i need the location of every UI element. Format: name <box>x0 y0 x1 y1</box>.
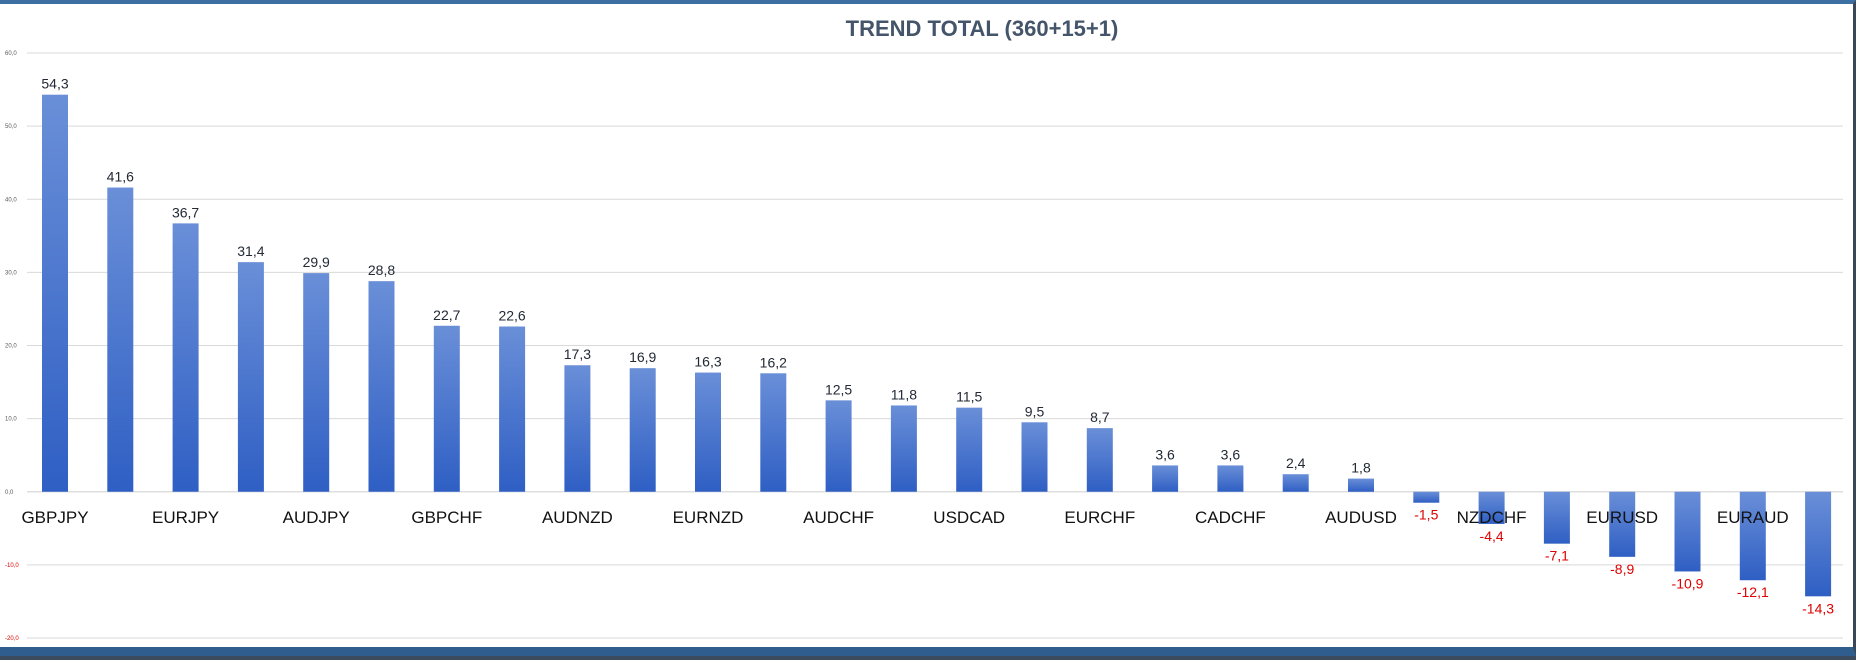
data-label: 9,5 <box>1025 403 1045 419</box>
data-label: 16,2 <box>760 354 787 370</box>
bar <box>1217 465 1244 492</box>
bar <box>303 273 330 492</box>
data-label: 12,5 <box>825 381 852 397</box>
category-label: EURUSD <box>1586 508 1658 527</box>
data-label: 11,5 <box>956 389 982 405</box>
data-label: -1,5 <box>1414 507 1438 523</box>
bar <box>1021 422 1048 492</box>
gridlines <box>27 52 1843 639</box>
bar <box>1282 474 1309 492</box>
data-label: -7,1 <box>1545 548 1569 564</box>
category-label: USDCAD <box>933 508 1005 527</box>
data-label: 36,7 <box>172 204 199 220</box>
category-label: EURJPY <box>152 508 219 527</box>
category-label: AUDNZD <box>542 508 613 527</box>
bar <box>629 368 656 492</box>
data-label: 22,7 <box>433 307 460 323</box>
category-label: GBPCHF <box>411 508 482 527</box>
chart-title: TREND TOTAL (360+15+1) <box>846 16 1119 41</box>
data-label: -10,9 <box>1672 575 1704 591</box>
data-label: -12,1 <box>1737 584 1769 600</box>
bar <box>564 365 591 492</box>
data-label: 29,9 <box>303 254 330 270</box>
data-label: -8,9 <box>1610 561 1634 577</box>
data-label: -14,3 <box>1802 600 1834 616</box>
bar <box>1478 491 1505 524</box>
category-label: CADCHF <box>1195 508 1266 527</box>
bar <box>107 187 134 492</box>
data-label: 16,9 <box>629 349 656 365</box>
bar <box>956 407 983 492</box>
y-tick-label: -20,0 <box>5 636 19 642</box>
data-label: 16,3 <box>694 354 721 370</box>
bar <box>1086 428 1113 492</box>
category-labels: GBPJPY EURJPY AUDJPY GBPCHF AUDNZD EURNZD AUDC… <box>21 508 1788 527</box>
data-label: 8,7 <box>1090 409 1110 425</box>
y-tick-label: -10,0 <box>5 563 19 569</box>
data-label: 54,3 <box>41 76 68 92</box>
data-label: 28,8 <box>368 262 395 278</box>
data-label: -4,4 <box>1480 528 1504 544</box>
data-label: 31,4 <box>237 243 264 259</box>
bar <box>695 372 721 492</box>
data-label: 41,6 <box>107 169 134 185</box>
bar <box>1348 478 1374 492</box>
bar <box>1543 491 1570 544</box>
category-label: EURAUD <box>1717 508 1789 527</box>
y-tick-label: 10,0 <box>5 417 17 423</box>
category-label: GBPJPY <box>21 508 88 527</box>
bar <box>368 281 395 492</box>
bar <box>237 262 264 492</box>
category-label: AUDUSD <box>1325 508 1397 527</box>
category-label: EURCHF <box>1064 508 1135 527</box>
bar <box>1152 465 1179 492</box>
data-label: 3,6 <box>1155 446 1175 462</box>
bar <box>499 326 526 492</box>
data-label: 17,3 <box>564 346 591 362</box>
data-label: 11,8 <box>891 386 917 402</box>
bar <box>1674 491 1701 572</box>
y-tick-label: 0,0 <box>5 490 14 496</box>
data-label: 2,4 <box>1286 455 1306 471</box>
data-label: 22,6 <box>498 307 525 323</box>
y-tick-label: 50,0 <box>5 124 17 130</box>
bar <box>1739 491 1766 581</box>
y-tick-label: 30,0 <box>5 270 17 276</box>
bar <box>42 94 68 492</box>
bar <box>1609 491 1636 557</box>
bar <box>1413 491 1440 503</box>
data-labels: 54,3 41,6 36,7 31,4 29,9 28,8 22,7 22,6 17,3 16,9… <box>41 76 1834 617</box>
y-axis-ticks: 60,0 50,0 40,0 30,0 20,0 10,0 0,0 -10,0 -20,0 <box>5 51 19 642</box>
bar <box>760 373 787 492</box>
data-label: 1,8 <box>1351 460 1371 476</box>
y-tick-label: 20,0 <box>5 344 17 350</box>
bar <box>172 223 199 492</box>
y-tick-label: 60,0 <box>5 51 17 57</box>
bar <box>825 400 852 492</box>
category-label: EURNZD <box>673 508 744 527</box>
y-tick-label: 40,0 <box>5 197 17 203</box>
data-label: 3,6 <box>1221 446 1241 462</box>
bars <box>42 94 1832 597</box>
bar <box>1805 491 1832 597</box>
bar <box>890 405 917 492</box>
bar <box>433 325 460 492</box>
category-label: AUDCHF <box>803 508 874 527</box>
category-label: NZDCHF <box>1457 508 1527 527</box>
bar-chart: 60,0 50,0 40,0 30,0 20,0 10,0 0,0 -10,0 -20,0 54… <box>5 16 1843 642</box>
category-label: AUDJPY <box>283 508 350 527</box>
